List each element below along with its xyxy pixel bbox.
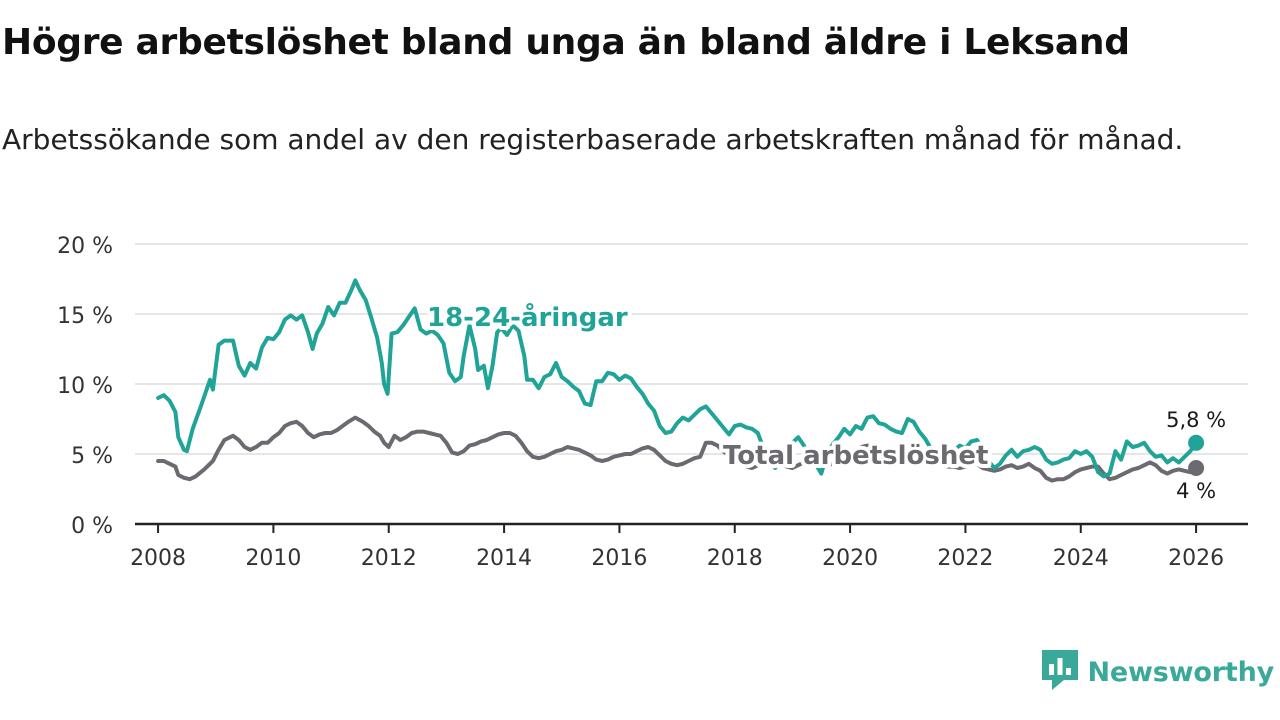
page-title: Högre arbetslöshet bland unga än bland ä… — [2, 22, 1130, 63]
newsworthy-brand[interactable]: Newsworthy — [1041, 650, 1275, 694]
y-tick-label: 10 % — [57, 374, 113, 399]
series-line-18-24-aringar — [156, 278, 1199, 479]
series-line-total-arbetsloshet — [156, 415, 1199, 483]
series-end-marker-total-arbetsloshet — [1188, 460, 1205, 476]
end-value-label-total-arbetsloshet: 4 % — [1176, 479, 1216, 503]
brand-name: Newsworthy — [1087, 656, 1275, 688]
y-tick-label: 20 % — [57, 234, 113, 259]
x-tick-label: 2020 — [822, 546, 878, 571]
x-tick-label: 2024 — [1053, 546, 1109, 571]
series-label-total-arbetsloshet: Total arbetslöshet — [723, 441, 988, 471]
page-subtitle: Arbetssökande som andel av den registerb… — [2, 123, 1184, 156]
y-axis-ticks: 0 % 5 % 10 % 15 % 20 % — [57, 234, 113, 539]
series-lines — [156, 278, 1205, 483]
grid-lines — [135, 243, 1248, 526]
x-axis-ticks: 2008 2010 2012 2014 2016 2018 2020 2022 2024 2026 — [130, 524, 1224, 571]
x-tick-label: 2008 — [130, 546, 186, 571]
x-tick-label: 2010 — [245, 546, 301, 571]
y-tick-label: 0 % — [71, 514, 113, 539]
y-tick-label: 15 % — [57, 304, 113, 329]
series-end-marker-18-24-aringar — [1188, 434, 1205, 451]
x-tick-label: 2022 — [937, 546, 993, 571]
y-tick-label: 5 % — [71, 444, 113, 469]
series-label-18-24-aringar: 18-24-åringar — [427, 301, 628, 333]
bar-chart-speech-bubble-icon — [1041, 650, 1078, 694]
end-value-label-18-24-aringar: 5,8 % — [1166, 408, 1226, 432]
series-labels: 5,8 % 4 % 18-24-åringar Total arbetslöshet — [423, 297, 1226, 503]
x-tick-label: 2012 — [361, 546, 417, 571]
x-tick-label: 2026 — [1168, 546, 1224, 571]
x-tick-label: 2016 — [591, 546, 647, 571]
x-tick-label: 2018 — [707, 546, 763, 571]
x-tick-label: 2014 — [476, 546, 532, 571]
